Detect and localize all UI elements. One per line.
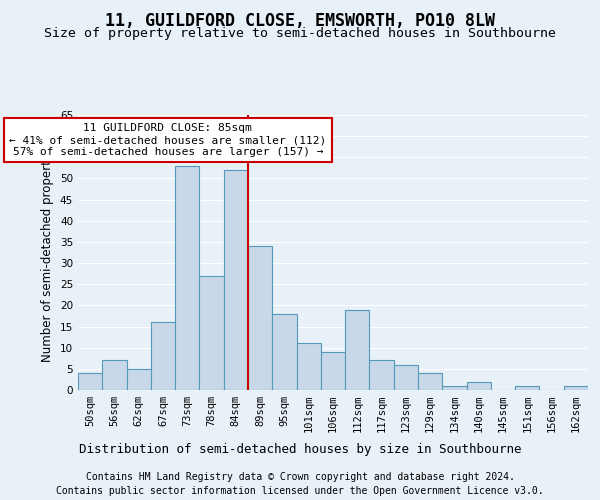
Bar	[321, 352, 345, 390]
Y-axis label: Number of semi-detached properties: Number of semi-detached properties	[41, 143, 55, 362]
Text: Contains public sector information licensed under the Open Government Licence v3: Contains public sector information licen…	[56, 486, 544, 496]
Text: 11 GUILDFORD CLOSE: 85sqm
← 41% of semi-detached houses are smaller (112)
57% of: 11 GUILDFORD CLOSE: 85sqm ← 41% of semi-…	[9, 124, 326, 156]
Bar	[102, 360, 127, 390]
Bar	[199, 276, 224, 390]
Bar	[248, 246, 272, 390]
Bar	[418, 373, 442, 390]
Bar	[127, 369, 151, 390]
Bar	[151, 322, 175, 390]
Text: Distribution of semi-detached houses by size in Southbourne: Distribution of semi-detached houses by …	[79, 442, 521, 456]
Bar	[345, 310, 370, 390]
Bar	[394, 364, 418, 390]
Bar	[224, 170, 248, 390]
Bar	[370, 360, 394, 390]
Bar	[272, 314, 296, 390]
Bar	[296, 344, 321, 390]
Bar	[564, 386, 588, 390]
Bar	[78, 373, 102, 390]
Bar	[515, 386, 539, 390]
Bar	[175, 166, 199, 390]
Bar	[442, 386, 467, 390]
Bar	[467, 382, 491, 390]
Text: Contains HM Land Registry data © Crown copyright and database right 2024.: Contains HM Land Registry data © Crown c…	[86, 472, 514, 482]
Text: 11, GUILDFORD CLOSE, EMSWORTH, PO10 8LW: 11, GUILDFORD CLOSE, EMSWORTH, PO10 8LW	[105, 12, 495, 30]
Text: Size of property relative to semi-detached houses in Southbourne: Size of property relative to semi-detach…	[44, 28, 556, 40]
